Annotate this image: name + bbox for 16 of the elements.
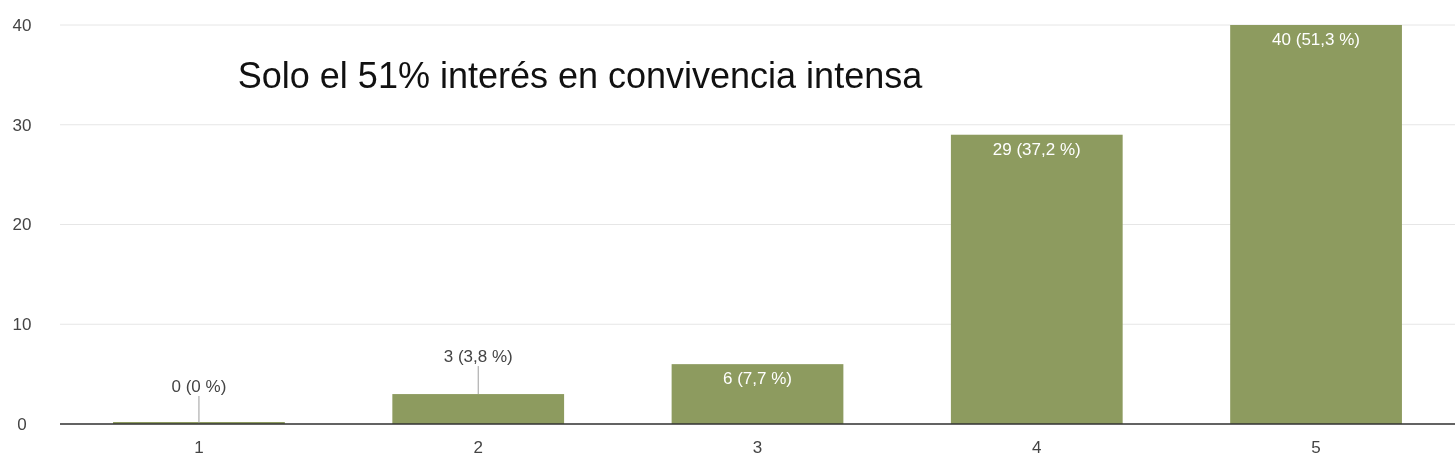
y-tick-label: 30	[12, 115, 32, 135]
y-tick-label: 40	[12, 15, 32, 35]
data-label: 40 (51,3 %)	[1272, 30, 1360, 49]
x-tick-label: 4	[1032, 438, 1042, 457]
x-tick-label: 2	[473, 438, 483, 457]
x-tick-label: 3	[752, 438, 763, 457]
data-label: 29 (37,2 %)	[992, 139, 1081, 159]
y-tick-label: 0	[17, 414, 27, 434]
data-label: 6 (7,7 %)	[723, 369, 792, 389]
data-label: 3 (3,8 %)	[443, 347, 513, 367]
y-tick-label: 10	[12, 315, 32, 335]
x-tick-label: 1	[194, 438, 204, 457]
x-tick-label: 5	[1311, 438, 1321, 457]
y-tick-label: 20	[12, 215, 32, 235]
annotation: Solo el 51% interés en convivencia intensa	[237, 55, 924, 96]
data-label: 0 (0 %)	[171, 377, 227, 396]
